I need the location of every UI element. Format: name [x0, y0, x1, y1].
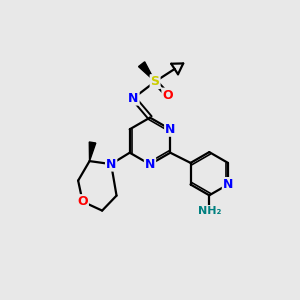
- Text: N: N: [106, 158, 116, 171]
- Text: N: N: [128, 92, 139, 105]
- Text: O: O: [162, 88, 173, 102]
- Polygon shape: [89, 142, 96, 161]
- Text: S: S: [151, 75, 160, 88]
- Text: O: O: [77, 195, 88, 208]
- Polygon shape: [139, 62, 155, 82]
- Text: N: N: [145, 158, 155, 171]
- Text: NH₂: NH₂: [198, 206, 221, 216]
- Text: N: N: [223, 178, 233, 191]
- Text: N: N: [165, 123, 175, 136]
